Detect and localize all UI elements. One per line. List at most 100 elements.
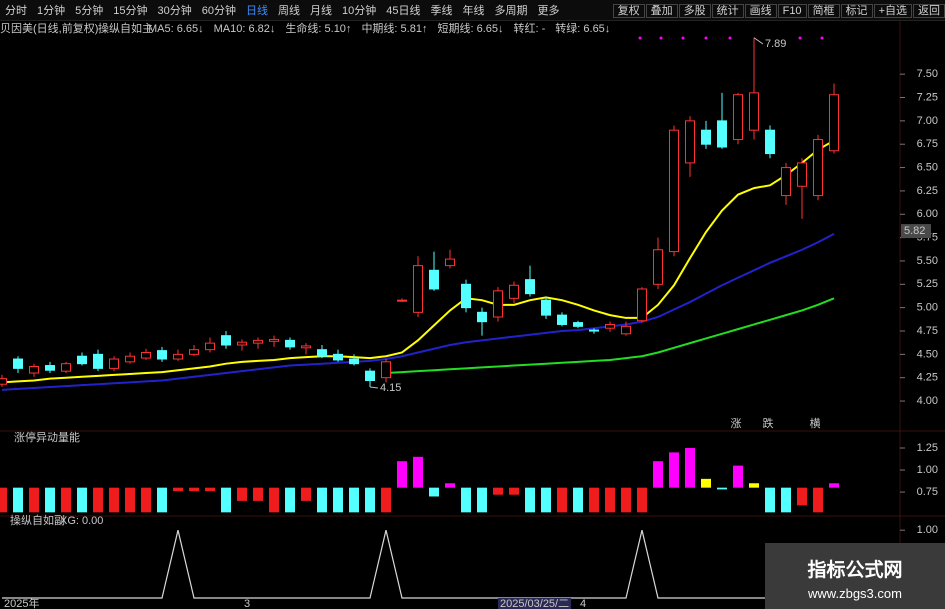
bar <box>797 487 807 506</box>
bar <box>253 487 263 501</box>
candle-body <box>269 338 279 342</box>
candle-body <box>557 314 567 325</box>
toolbar-item[interactable]: +自选 <box>873 4 912 18</box>
legend-item: MA5: 6.65↓ <box>148 23 204 35</box>
candle-body <box>253 339 263 344</box>
toolbar-item[interactable]: 画线 <box>744 4 777 18</box>
candle-body <box>493 290 503 318</box>
y-tick-label: 4.50 <box>917 348 938 360</box>
y-tick-label: 4.00 <box>917 395 938 407</box>
toolbar-item[interactable]: F10 <box>777 4 807 18</box>
bar <box>141 487 151 513</box>
toolbar-item[interactable]: 周线 <box>278 5 300 17</box>
toolbar-item[interactable]: 复权 <box>612 4 645 18</box>
bar <box>829 483 839 488</box>
bar <box>573 487 583 513</box>
toolbar-item[interactable]: 月线 <box>310 5 332 17</box>
legend-item: 生命线: 5.10↑ <box>285 21 351 35</box>
bar <box>765 487 775 513</box>
signal-dots <box>638 36 824 40</box>
stock-name: 贝因美(日线,前复权) <box>0 21 98 35</box>
candle-body <box>285 339 295 348</box>
candle-body <box>621 325 631 335</box>
candle-body <box>829 94 839 152</box>
candle-body <box>13 358 23 369</box>
candle-body <box>813 139 823 197</box>
candle-body <box>653 249 663 285</box>
y-tick-label: 1.00 <box>917 464 938 476</box>
candle-body <box>509 284 519 299</box>
candle-body <box>797 162 807 187</box>
candle-body <box>669 129 679 253</box>
candle-body <box>29 365 39 374</box>
annotation: 7.89 <box>765 38 786 50</box>
candle-body <box>109 358 119 369</box>
annotation-arrow <box>369 386 379 389</box>
toolbar-item[interactable]: 多股 <box>678 4 711 18</box>
candle-body <box>381 361 391 379</box>
watermark-title: 指标公式网 <box>807 560 903 581</box>
toolbar-item[interactable]: 季线 <box>430 5 453 17</box>
toolbar-item[interactable]: 45日线 <box>386 5 421 17</box>
legend-item: 转红: - <box>514 21 546 35</box>
y-tick-label: 6.75 <box>917 138 938 150</box>
toolbar-item[interactable]: 统计 <box>711 4 744 18</box>
toolbar-item[interactable]: 日线 <box>246 5 268 17</box>
toolbar-item[interactable]: 更多 <box>537 5 560 17</box>
candle-body <box>61 363 71 372</box>
toolbar-item[interactable]: 叠加 <box>645 4 678 18</box>
bar <box>813 487 823 513</box>
toolbar-item[interactable]: 5分钟 <box>75 5 104 17</box>
indicator-name: 操纵自如主 <box>98 21 153 35</box>
toolbar-item[interactable]: 标记 <box>840 4 873 18</box>
candle-body <box>93 353 103 369</box>
toolbar-item[interactable]: 30分钟 <box>157 5 192 17</box>
bar <box>93 487 103 513</box>
bar <box>413 456 423 488</box>
signal-label: 横 <box>810 416 821 430</box>
bar <box>29 487 39 513</box>
watermark: 指标公式网 www.zbgs3.com <box>765 543 945 609</box>
bar <box>77 487 87 513</box>
y-tick-label: 6.50 <box>917 161 938 173</box>
bar <box>285 487 295 513</box>
candle-body <box>477 311 487 323</box>
bar <box>157 487 167 513</box>
candle-body <box>429 269 439 290</box>
line <box>385 297 835 375</box>
signal-label: 跌 <box>763 416 774 430</box>
bar <box>461 487 471 513</box>
toolbar-item[interactable]: 年线 <box>462 5 485 17</box>
candle-body <box>541 299 551 316</box>
bar <box>589 487 599 513</box>
y-tick-label: 4.75 <box>917 325 938 337</box>
bar <box>525 487 535 513</box>
toolbar-item[interactable]: 简框 <box>807 4 840 18</box>
bar <box>125 487 135 513</box>
y-tick-label: 6.25 <box>917 185 938 197</box>
bar <box>205 487 215 492</box>
bar <box>381 487 391 513</box>
toolbar-item[interactable]: 多周期 <box>494 5 528 17</box>
toolbar-item[interactable]: 返回 <box>913 4 945 18</box>
tool-buttons: 复权 叠加 多股 统计 画线 F10 简框 标记 +自选 返回 <box>612 2 945 18</box>
price-marker: 5.82 <box>904 225 925 237</box>
toolbar-item[interactable]: 15分钟 <box>113 5 148 17</box>
candle-body <box>605 323 615 329</box>
candle-body <box>221 335 231 346</box>
toolbar-item[interactable]: 1分钟 <box>37 5 66 17</box>
candle-body <box>301 345 311 349</box>
y-tick-label: 5.00 <box>917 302 938 314</box>
candle-body <box>765 129 775 155</box>
candle-body <box>333 353 343 361</box>
bar <box>557 487 567 513</box>
candle-body <box>701 129 711 145</box>
bar <box>0 487 7 513</box>
bar <box>653 461 663 488</box>
toolbar-item[interactable]: 分时 <box>5 5 27 17</box>
bar <box>733 465 743 488</box>
toolbar-item[interactable]: 10分钟 <box>342 5 377 17</box>
bar <box>237 487 247 501</box>
toolbar-item[interactable]: 60分钟 <box>201 5 236 17</box>
